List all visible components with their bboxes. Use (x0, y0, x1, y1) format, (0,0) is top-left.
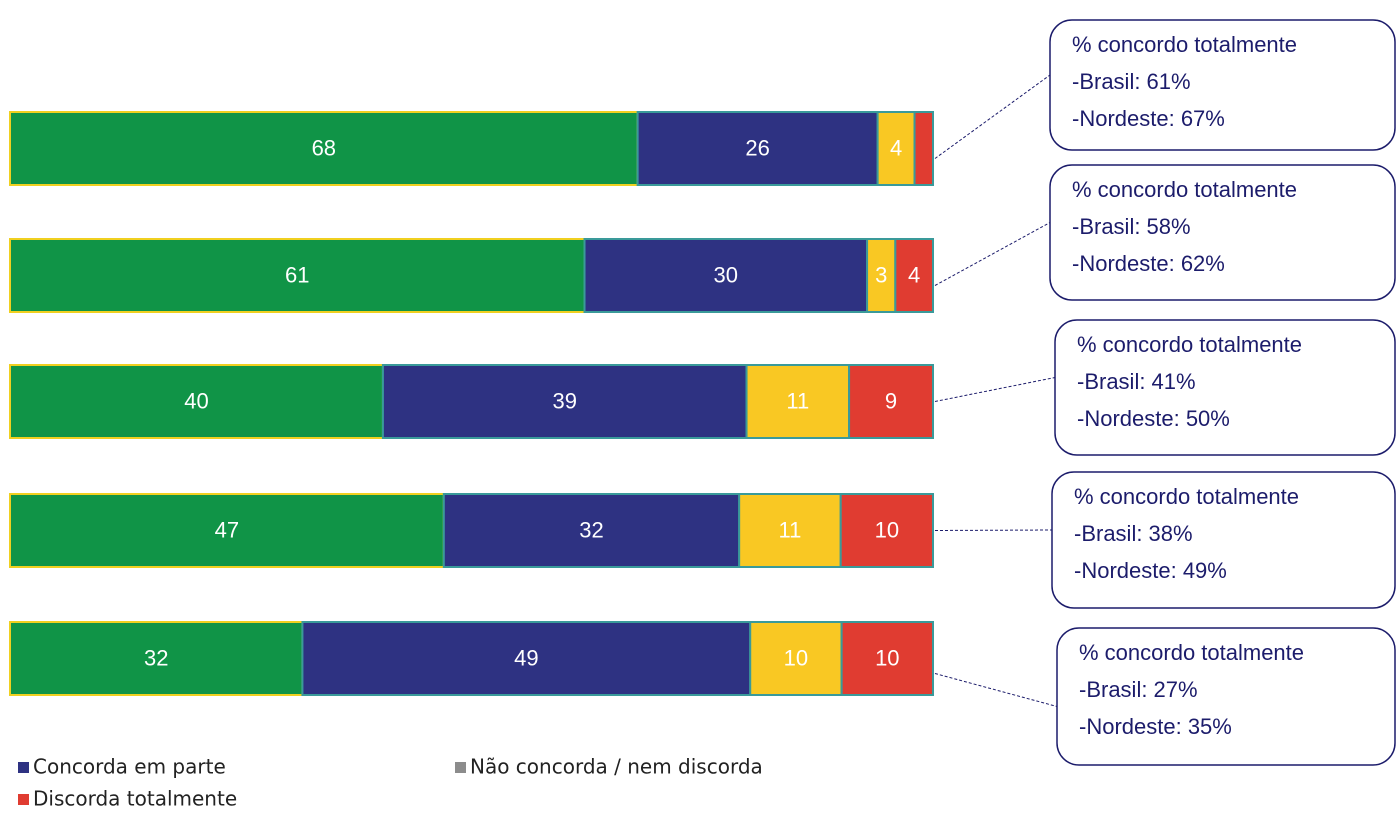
callout-box (1049, 19, 1396, 151)
callout-text: -Nordeste: 67% (1072, 106, 1225, 131)
callout-text: -Nordeste: 35% (1079, 714, 1232, 739)
callout-text: -Brasil: 41% (1077, 369, 1196, 394)
callout-text: % concordo totalmente (1072, 32, 1297, 57)
data-label: 40 (184, 388, 208, 413)
callout-box (1056, 627, 1396, 766)
callout-box (1054, 319, 1396, 456)
data-label: 9 (885, 388, 897, 413)
connector (934, 529, 1053, 531)
bar-segment (442, 493, 741, 568)
data-label: 49 (514, 645, 538, 670)
callout-text: -Nordeste: 62% (1072, 251, 1225, 276)
bar-segment (9, 238, 586, 313)
callout-box (1051, 471, 1396, 609)
callout-text: -Brasil: 27% (1079, 677, 1198, 702)
data-label: 26 (745, 135, 769, 160)
bar-segment (636, 111, 879, 186)
data-label: 47 (215, 517, 239, 542)
callout-text: -Brasil: 38% (1074, 521, 1193, 546)
callout-text: % concordo totalmente (1077, 332, 1302, 357)
bar-segment (745, 364, 851, 439)
data-label: 32 (579, 517, 603, 542)
bar-segment (9, 364, 384, 439)
data-label: 68 (312, 135, 336, 160)
callout-text: -Nordeste: 49% (1074, 558, 1227, 583)
legend-label: Discorda totalmente (33, 787, 237, 809)
bar-segment (848, 364, 934, 439)
bar-segment (9, 111, 639, 186)
legend-label: Concorda em parte (33, 755, 226, 779)
bar-segment (381, 364, 748, 439)
data-label: 11 (786, 388, 809, 413)
connector (934, 222, 1051, 286)
legend-label: Não concorda / nem discorda (470, 755, 763, 779)
bar-segment (839, 493, 935, 568)
connector (934, 377, 1056, 402)
data-label: 10 (875, 645, 899, 670)
legend-swatch (18, 762, 29, 773)
data-label: 10 (784, 645, 808, 670)
bar-segment (749, 621, 843, 696)
bar-segment (876, 111, 916, 186)
callout-text: -Nordeste: 50% (1077, 406, 1230, 431)
bar-segment (894, 238, 935, 313)
data-label: 39 (552, 388, 576, 413)
legend-swatch (18, 794, 29, 805)
bar-segment (866, 238, 897, 313)
bar-segment (583, 238, 869, 313)
data-label: 61 (285, 262, 309, 287)
bar-segment (840, 621, 935, 696)
callout-text: -Brasil: 61% (1072, 69, 1191, 94)
callout-text: -Brasil: 58% (1072, 214, 1191, 239)
connector (934, 673, 1058, 707)
bar-segment (913, 111, 934, 186)
data-label: 30 (714, 262, 738, 287)
data-label: 4 (890, 135, 902, 160)
bar-segment (301, 621, 752, 696)
data-label: 11 (779, 517, 802, 542)
bar-segment (9, 621, 304, 696)
data-label: 3 (875, 262, 887, 287)
callout-text: % concordo totalmente (1079, 640, 1304, 665)
connector (934, 74, 1051, 159)
data-label: 10 (875, 517, 899, 542)
callout-text: % concordo totalmente (1074, 484, 1299, 509)
data-label: 4 (908, 262, 920, 287)
legend-swatch (455, 762, 466, 773)
data-label: 32 (144, 645, 168, 670)
callout-text: % concordo totalmente (1072, 177, 1297, 202)
callout-box (1049, 164, 1396, 301)
